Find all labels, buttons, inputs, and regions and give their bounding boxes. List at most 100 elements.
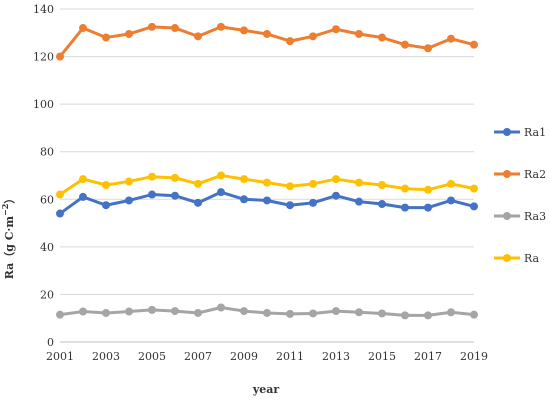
legend-item-ra: Ra — [494, 252, 540, 265]
data-point — [56, 209, 64, 218]
data-point — [263, 178, 271, 187]
legend-swatch-marker — [503, 128, 511, 136]
data-point — [125, 177, 133, 186]
data-point — [240, 307, 248, 316]
legend-swatch-marker — [503, 212, 511, 220]
x-tick-label: 2007 — [184, 350, 212, 363]
y-tick-label: 120 — [33, 51, 54, 64]
data-point — [355, 178, 363, 187]
data-point — [148, 305, 156, 314]
data-point — [286, 309, 294, 318]
data-point — [56, 310, 64, 319]
data-point — [378, 200, 386, 209]
data-point — [194, 198, 202, 207]
data-point — [240, 26, 248, 35]
data-point — [355, 308, 363, 317]
data-point — [217, 22, 225, 31]
data-point — [102, 181, 110, 190]
data-point — [171, 24, 179, 33]
data-point — [125, 196, 133, 205]
legend-item-ra2: Ra2 — [494, 168, 546, 181]
data-point — [286, 37, 294, 46]
legend-label: Ra2 — [524, 168, 546, 181]
x-tick-label: 2013 — [322, 350, 350, 363]
x-tick-label: 2009 — [230, 350, 258, 363]
x-tick-label: 2005 — [138, 350, 166, 363]
data-point — [240, 175, 248, 184]
gridlines — [60, 8, 474, 295]
data-point — [102, 308, 110, 317]
legend-label: Ra1 — [524, 126, 546, 139]
data-point — [378, 181, 386, 190]
data-point — [401, 40, 409, 49]
y-tick-label: 140 — [33, 3, 54, 16]
x-tick-label: 2011 — [276, 350, 304, 363]
data-point — [194, 179, 202, 188]
data-point — [470, 202, 478, 211]
data-point — [148, 172, 156, 181]
data-point — [79, 192, 87, 201]
data-point — [125, 29, 133, 38]
data-point — [424, 44, 432, 53]
data-point — [309, 32, 317, 41]
legend: Ra1 Ra2 Ra3 Ra — [494, 126, 546, 265]
data-point — [401, 311, 409, 320]
data-point — [401, 203, 409, 212]
data-point — [378, 309, 386, 318]
x-axis-title: year — [252, 383, 280, 396]
data-point — [355, 29, 363, 38]
data-point — [332, 175, 340, 184]
data-point — [424, 203, 432, 212]
series-ra3 — [56, 303, 478, 320]
y-tick-label: 80 — [40, 146, 54, 159]
x-tick-label: 2017 — [414, 350, 442, 363]
x-tick-label: 2015 — [368, 350, 396, 363]
data-point — [240, 195, 248, 204]
legend-item-ra1: Ra1 — [494, 126, 546, 139]
data-point — [401, 184, 409, 193]
data-point — [79, 175, 87, 184]
y-axis-title-main: Ra（g C·m — [3, 216, 16, 280]
y-tick-label: 0 — [47, 336, 54, 349]
data-point — [309, 309, 317, 318]
y-tick-label: 60 — [40, 193, 54, 206]
y-tick-label: 40 — [40, 241, 54, 254]
data-point — [263, 196, 271, 205]
data-point — [263, 29, 271, 38]
data-point — [332, 191, 340, 200]
data-point — [194, 308, 202, 317]
data-point — [309, 179, 317, 188]
data-point — [79, 24, 87, 33]
data-point — [102, 33, 110, 42]
legend-item-ra3: Ra3 — [494, 210, 546, 223]
series-lines — [56, 22, 478, 320]
x-tick-label: 2001 — [46, 350, 74, 363]
data-point — [56, 52, 64, 61]
data-point — [171, 173, 179, 182]
series-ra1 — [56, 188, 478, 218]
data-point — [102, 201, 110, 210]
data-point — [217, 171, 225, 180]
series-ra2 — [56, 22, 478, 61]
data-point — [79, 307, 87, 316]
data-point — [171, 191, 179, 200]
data-point — [263, 308, 271, 317]
x-tick-label: 2003 — [92, 350, 120, 363]
y-tick-label: 20 — [40, 288, 54, 301]
data-point — [355, 197, 363, 206]
data-point — [447, 196, 455, 205]
data-point — [171, 307, 179, 316]
data-point — [125, 307, 133, 316]
y-tick-labels: 0 20 40 60 80 100 120 140 — [33, 3, 54, 349]
legend-swatch-marker — [503, 170, 511, 178]
legend-label: Ra — [524, 252, 540, 265]
data-point — [447, 34, 455, 43]
data-point — [424, 311, 432, 320]
y-axis-title: Ra（g C·m−2） — [0, 193, 16, 280]
y-tick-label: 100 — [33, 98, 54, 111]
data-point — [309, 198, 317, 207]
data-point — [470, 40, 478, 49]
data-point — [286, 201, 294, 210]
legend-label: Ra3 — [524, 210, 546, 223]
